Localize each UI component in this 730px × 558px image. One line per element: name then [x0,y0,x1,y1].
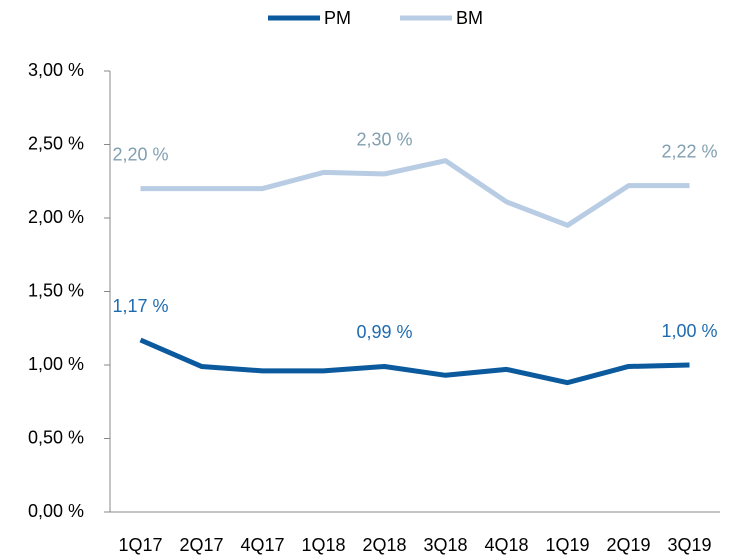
y-tick-label: 2,00 % [28,207,84,227]
value-label: 1,17 % [112,296,168,316]
y-tick-label: 0,00 % [28,501,84,521]
value-label: 2,20 % [112,144,168,164]
value-label: 2,30 % [356,130,412,150]
value-label: 0,99 % [356,322,412,342]
x-tick-label: 2Q17 [179,535,223,555]
value-label: 2,22 % [661,141,717,161]
series-line [140,158,690,228]
x-tick-label: 1Q18 [301,535,345,555]
series-line [139,337,690,386]
x-tick-label: 3Q18 [423,535,467,555]
y-tick-label: 1,50 % [28,280,84,300]
y-tick-label: 3,00 % [28,60,84,80]
y-tick-label: 2,50 % [28,133,84,153]
y-tick-label: 1,00 % [28,354,84,374]
y-tick-label: 0,50 % [28,427,84,447]
x-tick-label: 3Q19 [667,535,711,555]
x-tick-label: 1Q17 [118,535,162,555]
x-tick-label: 4Q18 [484,535,528,555]
legend-label: BM [456,8,483,28]
value-label: 1,00 % [661,321,717,341]
x-tick-label: 2Q19 [606,535,650,555]
x-tick-label: 1Q19 [545,535,589,555]
legend-label: PM [324,8,351,28]
x-tick-label: 2Q18 [362,535,406,555]
x-tick-label: 4Q17 [240,535,284,555]
